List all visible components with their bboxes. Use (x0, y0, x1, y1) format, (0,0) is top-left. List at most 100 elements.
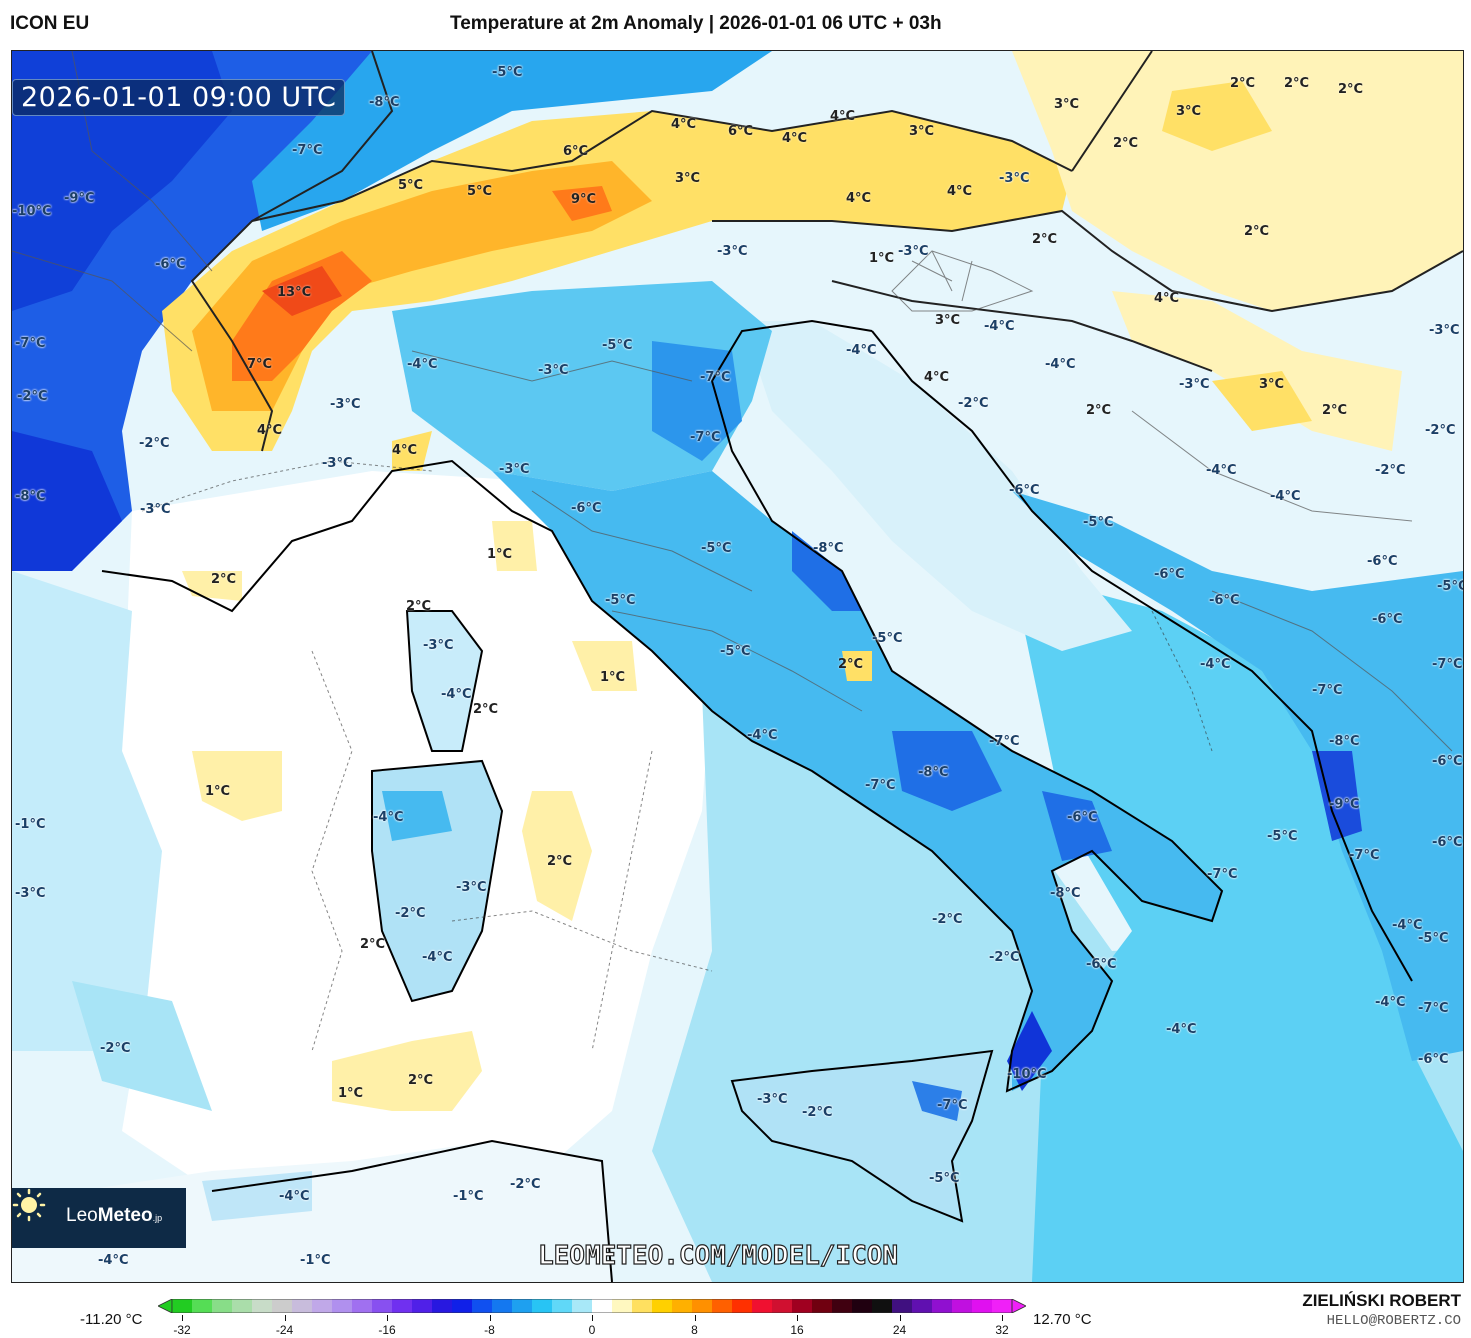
temperature-label: 3°C (675, 171, 701, 186)
map-field (12, 51, 1463, 1282)
temperature-label: -5°C (1418, 931, 1449, 946)
temperature-label: -5°C (701, 541, 732, 556)
temperature-label: -3°C (898, 244, 929, 259)
temperature-label: 2°C (1230, 76, 1256, 91)
temperature-label: -4°C (1045, 357, 1076, 372)
temperature-label: -1°C (300, 1253, 331, 1268)
colorbar-tick-label: 8 (691, 1323, 698, 1337)
temperature-label: -2°C (510, 1177, 541, 1192)
sun-icon (12, 1188, 46, 1222)
temperature-label: -6°C (1432, 754, 1463, 769)
temperature-label: -4°C (1200, 657, 1231, 672)
temperature-label: -9°C (1329, 797, 1360, 812)
temperature-label: -2°C (989, 950, 1020, 965)
temperature-label: -5°C (872, 631, 903, 646)
temperature-label: 2°C (406, 599, 432, 614)
temperature-label: -4°C (846, 343, 877, 358)
temperature-label: -3°C (757, 1092, 788, 1107)
temperature-label: -7°C (1207, 867, 1238, 882)
temperature-label: -3°C (423, 638, 454, 653)
temperature-label: 7°C (247, 357, 273, 372)
temperature-label: -6°C (155, 257, 186, 272)
temperature-label: -2°C (395, 906, 426, 921)
temperature-label: 3°C (1054, 97, 1080, 112)
temperature-label: 2°C (1284, 76, 1310, 91)
temperature-label: 4°C (392, 443, 418, 458)
temperature-label: 4°C (830, 109, 856, 124)
temperature-label: 2°C (473, 702, 499, 717)
temperature-label: 13°C (277, 285, 312, 300)
temperature-label: -5°C (605, 593, 636, 608)
temperature-label: 4°C (782, 131, 808, 146)
colorbar (158, 1299, 1026, 1313)
temperature-label: 2°C (1032, 232, 1058, 247)
temperature-label: -2°C (1425, 423, 1456, 438)
temperature-label: -7°C (15, 336, 46, 351)
temperature-label: 1°C (600, 670, 626, 685)
temperature-label: -4°C (1392, 918, 1423, 933)
temperature-label: -7°C (1312, 683, 1343, 698)
temperature-label: -3°C (140, 502, 171, 517)
temperature-label: -6°C (1372, 612, 1403, 627)
colorbar-tick-label: -24 (275, 1323, 294, 1337)
temperature-label: 5°C (467, 184, 493, 199)
leometeo-logo[interactable]: LeoMeteo.jp (12, 1188, 186, 1248)
header: ICON EU Temperature at 2m Anomaly | 2026… (0, 0, 1471, 50)
temperature-label: 4°C (671, 117, 697, 132)
temperature-label: 2°C (838, 657, 864, 672)
map-title: Temperature at 2m Anomaly | 2026-01-01 0… (450, 13, 942, 34)
temperature-label: -8°C (813, 541, 844, 556)
temperature-label: -7°C (690, 430, 721, 445)
temperature-label: 4°C (846, 191, 872, 206)
temperature-label: -2°C (1375, 463, 1406, 478)
temperature-label: -5°C (1267, 829, 1298, 844)
temperature-label: -7°C (937, 1098, 968, 1113)
temperature-label: 1°C (869, 251, 895, 266)
temperature-label: -4°C (279, 1189, 310, 1204)
temperature-label: -8°C (369, 95, 400, 110)
temperature-label: -8°C (15, 489, 46, 504)
temperature-label: -7°C (989, 734, 1020, 749)
temperature-label: 3°C (909, 124, 935, 139)
temperature-label: 2°C (1338, 82, 1364, 97)
temperature-label: -7°C (700, 370, 731, 385)
author-credit: ZIELIŃSKI ROBERT (1302, 1291, 1461, 1310)
temperature-label: -4°C (984, 319, 1015, 334)
temperature-label: -5°C (720, 644, 751, 659)
temperature-label: -3°C (717, 244, 748, 259)
temperature-label: 2°C (1113, 136, 1139, 151)
temperature-label: -6°C (571, 501, 602, 516)
site-watermark: LEOMETEO.COM/MODEL/ICON (537, 1240, 899, 1271)
temperature-label: 2°C (1322, 403, 1348, 418)
temperature-label: 5°C (398, 178, 424, 193)
temperature-label: -9°C (64, 191, 95, 206)
temperature-label: -6°C (1154, 567, 1185, 582)
temperature-label: 6°C (563, 144, 589, 159)
temperature-label: -8°C (1050, 886, 1081, 901)
temperature-label: 2°C (1244, 224, 1270, 239)
temperature-label: -7°C (865, 778, 896, 793)
temperature-label: -10°C (1007, 1067, 1047, 1082)
temperature-label: -3°C (330, 397, 361, 412)
temperature-label: -4°C (373, 810, 404, 825)
temperature-label: -3°C (499, 462, 530, 477)
temperature-label: -4°C (1375, 995, 1406, 1010)
colorbar-tick (284, 1315, 286, 1321)
temperature-label: -4°C (1166, 1022, 1197, 1037)
temperature-label: 4°C (257, 423, 283, 438)
temperature-label: -5°C (492, 65, 523, 80)
temperature-label: 4°C (947, 184, 973, 199)
temperature-label: -6°C (1067, 810, 1098, 825)
temperature-label: -3°C (999, 171, 1030, 186)
temperature-label: 4°C (1154, 291, 1180, 306)
temperature-label: -6°C (1432, 835, 1463, 850)
colorbar-tick (182, 1315, 183, 1321)
temperature-label: -5°C (1083, 515, 1114, 530)
author-email[interactable]: HELLO@ROBERTZ.CO (1326, 1313, 1461, 1329)
temperature-label: -7°C (1432, 657, 1463, 672)
legend-max-value: 12.70 °C (1033, 1311, 1092, 1328)
temperature-label: -4°C (1270, 489, 1301, 504)
temperature-anomaly-map[interactable]: -5°C -8°C -7°C -9°C -10°C -6°C 13°C 5°C 5°C 6°C 9°… (11, 50, 1464, 1283)
temperature-label: -4°C (407, 357, 438, 372)
temperature-label: 2°C (360, 937, 386, 952)
